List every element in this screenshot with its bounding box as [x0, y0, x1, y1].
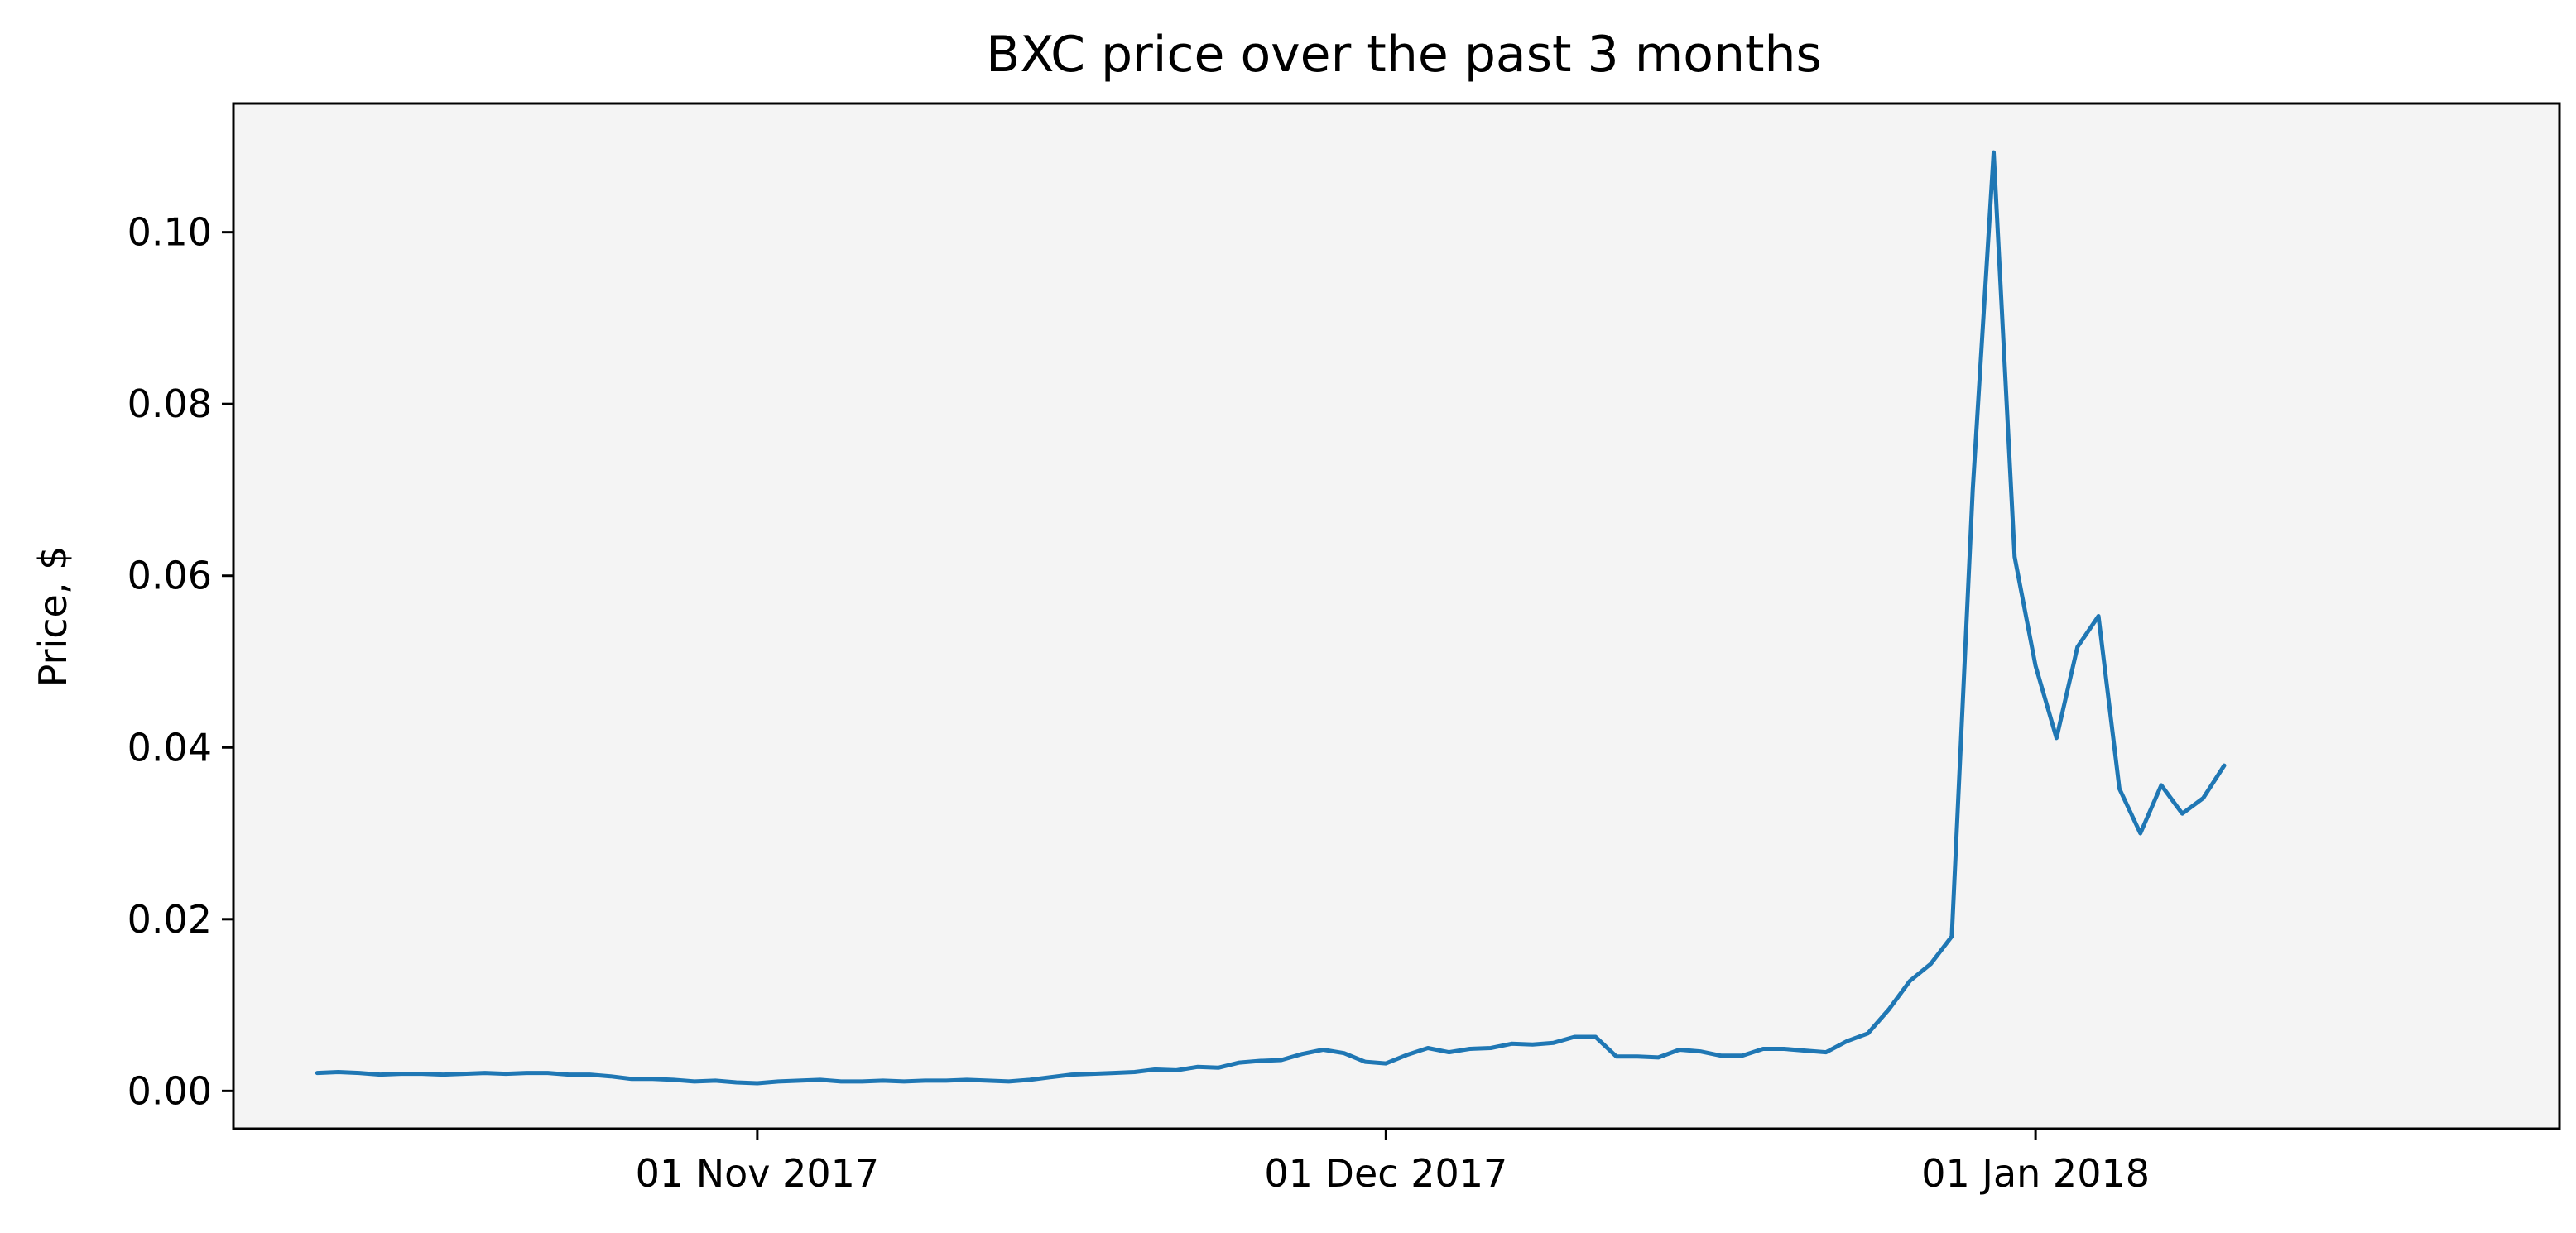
chart-title: BXC price over the past 3 months: [986, 26, 1822, 84]
plot-area: [233, 103, 2559, 1129]
y-tick-label: 0.04: [127, 725, 212, 770]
x-tick-label: 01 Jan 2018: [1921, 1151, 2150, 1196]
y-tick-label: 0.10: [127, 210, 212, 255]
y-axis: 0.00 0.02 0.04 0.06 0.08 0.10: [127, 210, 233, 1113]
x-axis: 01 Nov 2017 01 Dec 2017 01 Jan 2018: [636, 1129, 2150, 1196]
y-tick-label: 0.08: [127, 381, 212, 426]
price-line: [315, 150, 2227, 1086]
y-tick-label: 0.00: [127, 1068, 212, 1113]
plot-frame: [232, 102, 2561, 1130]
x-tick-label: 01 Dec 2017: [1264, 1151, 1507, 1196]
y-tick-label: 0.06: [127, 554, 212, 598]
y-tick-label: 0.02: [127, 897, 212, 942]
x-tick-label: 01 Nov 2017: [636, 1151, 880, 1196]
y-axis-label: Price, $: [31, 546, 75, 688]
